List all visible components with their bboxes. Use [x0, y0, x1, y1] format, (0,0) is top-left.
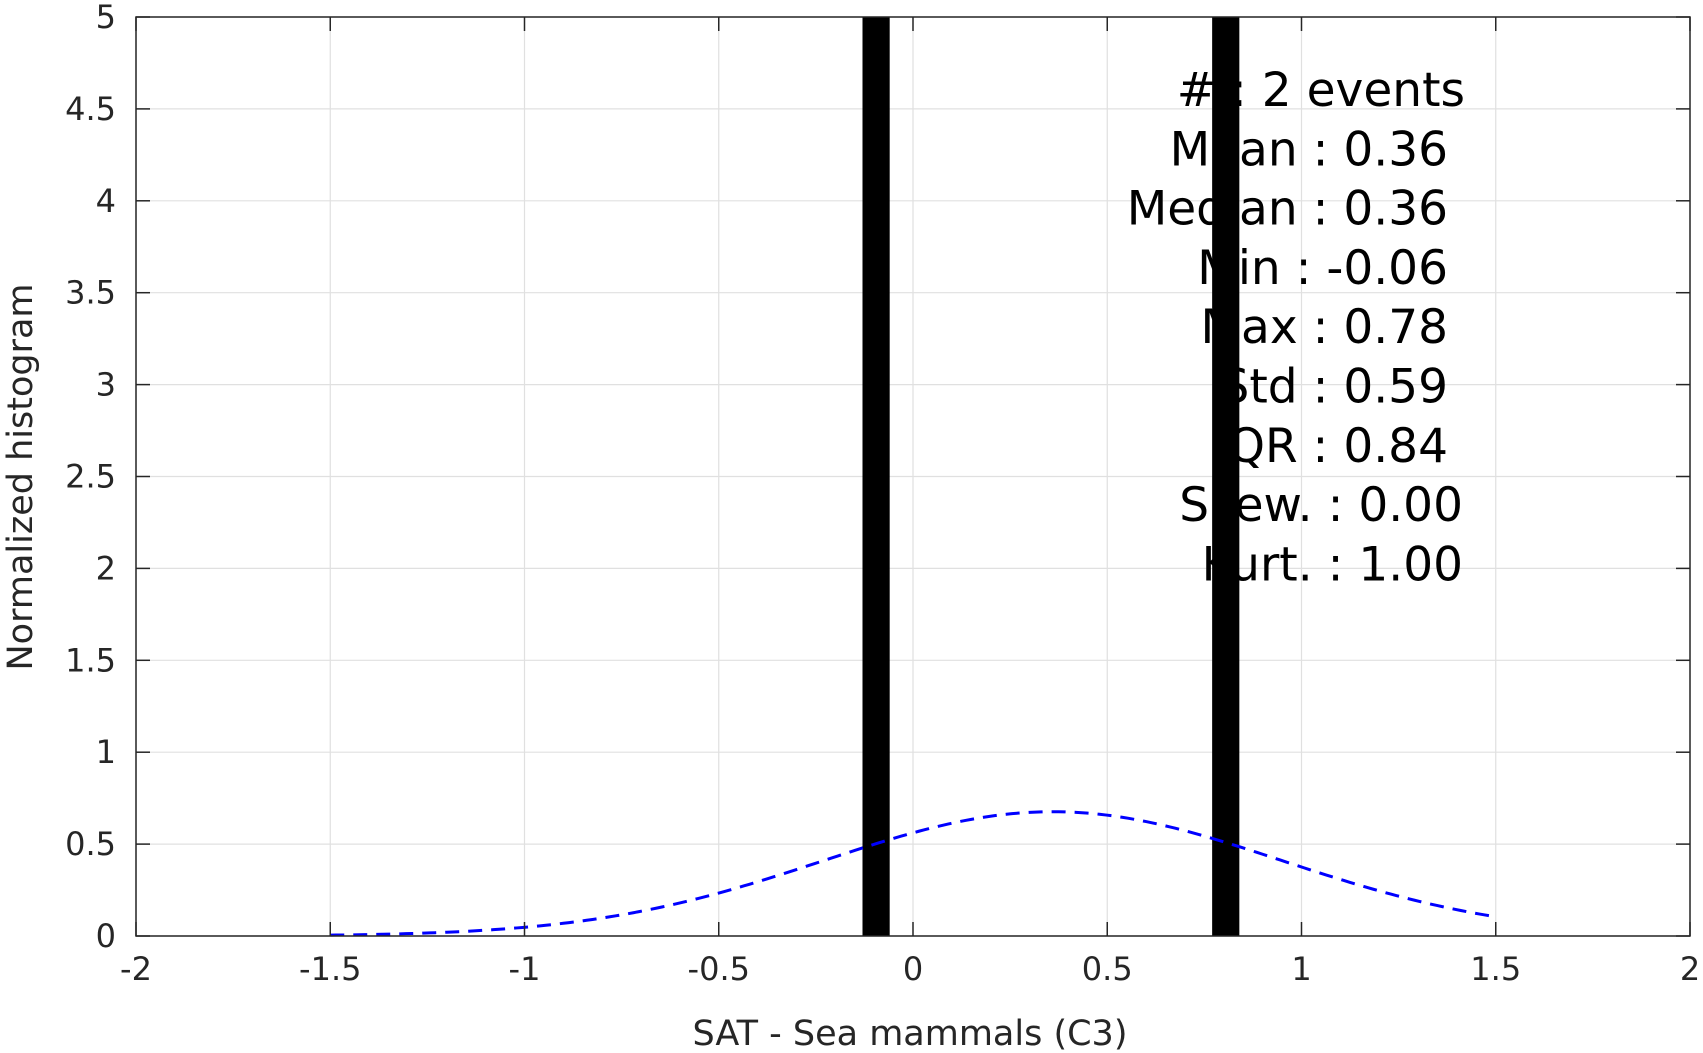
stat-line: IQR : 0.84	[1214, 419, 1448, 474]
x-tick-label: 1	[1291, 950, 1311, 988]
y-tick-label: 0	[96, 917, 116, 955]
stat-line: Skew. : 0.00	[1179, 478, 1463, 533]
x-tick-label: 0.5	[1082, 950, 1133, 988]
stat-line: Median : 0.36	[1127, 182, 1448, 237]
stat-line: Kurt. : 1.00	[1202, 537, 1463, 592]
histogram-bars	[862, 17, 1240, 936]
stat-line: Max : 0.78	[1200, 300, 1448, 355]
y-tick-label: 2.5	[65, 458, 116, 496]
grid	[135, 16, 1691, 937]
stat-line: Min : -0.06	[1197, 241, 1448, 296]
stat-line: Std : 0.59	[1220, 360, 1448, 415]
histogram-bar	[1212, 17, 1240, 936]
x-tick-label: -1	[509, 950, 541, 988]
stat-line: Mean : 0.36	[1170, 122, 1448, 177]
y-tick-label: 1.5	[65, 641, 116, 679]
y-tick-label: 0.5	[65, 825, 116, 863]
x-tick-label: 1.5	[1470, 950, 1521, 988]
x-tick-label: -1.5	[299, 950, 361, 988]
y-axis-title: Normalized histogram	[1, 283, 41, 670]
y-tick-label: 3	[96, 366, 116, 404]
x-tick-label: 2	[1680, 950, 1700, 988]
y-tick-label: 3.5	[65, 274, 116, 312]
x-tick-label: -2	[120, 950, 152, 988]
y-tick-label: 4.5	[65, 90, 116, 128]
x-tick-label: -0.5	[688, 950, 750, 988]
axes: -2 -1.5 -1 -0.5 0 0.5 1 1.5 2 0 0.5 1 1.5 2 2.5 3 3.5 4 4.…	[65, 0, 1700, 988]
x-axis-title: SAT - Sea mammals (C3)	[693, 1014, 1128, 1053]
y-tick-label: 1	[96, 733, 116, 771]
x-tick-label: 0	[903, 950, 923, 988]
y-tick-label: 5	[96, 0, 116, 36]
y-tick-label: 4	[96, 182, 116, 220]
stat-line: # : 2 events	[1177, 63, 1465, 118]
histogram-bar	[862, 17, 890, 936]
y-tick-label: 2	[96, 549, 116, 587]
